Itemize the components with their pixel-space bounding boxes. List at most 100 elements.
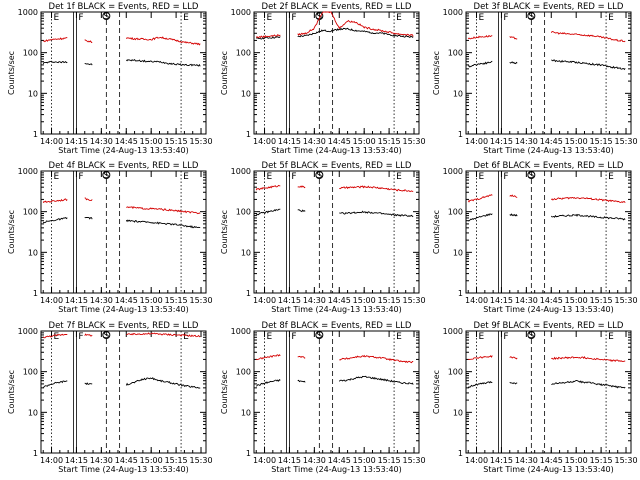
y-axis-label: Counts/sec — [220, 210, 229, 254]
x-tick-label: 14:15 — [278, 137, 301, 146]
y-tick-label: 1000 — [18, 8, 38, 17]
plot-frame — [40, 330, 207, 454]
flare-marker-label: F — [78, 332, 83, 342]
y-tick-label: 1 — [33, 289, 38, 298]
x-tick-label: 15:15 — [590, 296, 613, 305]
lld-series-line — [467, 31, 626, 43]
y-axis-label: Counts/sec — [7, 51, 16, 95]
panel-3: Det 3f BLACK = Events, RED = LLD 1 10 100 10… — [432, 2, 638, 155]
eclipse-marker-label: E — [54, 13, 60, 23]
saa-marker-label: S — [528, 171, 534, 181]
panel-title: Det 6f BLACK = Events, RED = LLD — [474, 161, 624, 171]
x-tick-label: 15:30 — [614, 296, 637, 305]
flare-marker-label: F — [291, 332, 296, 342]
x-tick-label: 15:15 — [378, 456, 401, 465]
x-tick-label: 15:15 — [590, 137, 613, 146]
plot-frame — [253, 330, 420, 454]
x-tick-label: 14:15 — [65, 456, 88, 465]
lld-series-line — [255, 354, 414, 364]
y-tick-label: 1 — [246, 130, 251, 139]
eclipse-marker-label: E — [267, 332, 273, 342]
plot-frame — [40, 11, 207, 135]
x-axis-label: Start Time (24-Aug-13 13:53:40) — [483, 146, 614, 155]
eclipse-marker-label: E — [396, 13, 402, 23]
y-tick-label: 1 — [458, 289, 463, 298]
x-tick-label: 14:45 — [540, 137, 563, 146]
y-tick-label: 1000 — [443, 167, 463, 176]
x-tick-label: 15:15 — [165, 296, 188, 305]
x-tick-label: 14:00 — [40, 456, 63, 465]
y-tick-label: 10 — [453, 89, 463, 98]
x-tick-label: 15:00 — [565, 137, 588, 146]
x-tick-label: 14:30 — [90, 296, 113, 305]
y-tick-label: 1 — [33, 449, 38, 458]
events-series-line — [42, 58, 201, 67]
x-tick-label: 14:45 — [540, 296, 563, 305]
saa-marker-label: S — [528, 12, 534, 22]
eclipse-marker-label: E — [54, 172, 60, 182]
saa-marker-label: S — [103, 171, 109, 181]
x-tick-label: 14:00 — [40, 137, 63, 146]
y-tick-label: 1000 — [443, 8, 463, 17]
x-tick-label: 14:30 — [90, 137, 113, 146]
eclipse-marker-label: E — [267, 172, 273, 182]
panel-6: Det 6f BLACK = Events, RED = LLD 1 10 100 10… — [432, 161, 638, 314]
x-tick-label: 14:30 — [303, 456, 326, 465]
saa-marker-icon — [102, 171, 111, 179]
x-tick-label: 14:45 — [540, 456, 563, 465]
saa-marker-icon — [102, 331, 111, 339]
events-series-line — [467, 380, 626, 389]
x-tick-label: 14:00 — [40, 296, 63, 305]
x-tick-label: 15:30 — [402, 296, 425, 305]
eclipse-marker-label: E — [608, 13, 614, 23]
y-tick-label: 1 — [33, 130, 38, 139]
x-tick-label: 14:30 — [515, 137, 538, 146]
x-tick-label: 14:45 — [115, 456, 138, 465]
flare-marker-label: F — [503, 13, 508, 23]
eclipse-marker-label: E — [396, 332, 402, 342]
x-tick-label: 15:30 — [189, 296, 212, 305]
flare-marker-label: F — [503, 332, 508, 342]
y-tick-label: 100 — [23, 208, 38, 217]
x-tick-label: 14:15 — [278, 296, 301, 305]
eclipse-marker-label: E — [183, 172, 189, 182]
panel-title: Det 2f BLACK = Events, RED = LLD — [262, 2, 412, 12]
saa-marker-icon — [102, 12, 111, 20]
x-tick-label: 15:30 — [189, 137, 212, 146]
x-tick-label: 15:15 — [378, 296, 401, 305]
y-tick-label: 1000 — [443, 327, 463, 336]
x-tick-label: 15:30 — [614, 456, 637, 465]
x-tick-label: 14:30 — [303, 137, 326, 146]
y-axis-label: Counts/sec — [220, 51, 229, 95]
x-axis-label: Start Time (24-Aug-13 13:53:40) — [271, 146, 402, 155]
x-tick-label: 14:15 — [490, 137, 513, 146]
x-tick-label: 15:15 — [165, 137, 188, 146]
saa-marker-icon — [315, 171, 324, 179]
flare-marker-label: F — [291, 13, 296, 23]
lld-series-line — [255, 184, 414, 192]
y-tick-label: 10 — [453, 248, 463, 257]
saa-marker-label: S — [316, 171, 322, 181]
panel-title: Det 3f BLACK = Events, RED = LLD — [474, 2, 624, 12]
x-tick-label: 14:30 — [515, 456, 538, 465]
x-tick-label: 14:15 — [65, 296, 88, 305]
y-tick-label: 1000 — [18, 167, 38, 176]
x-tick-label: 14:00 — [465, 296, 488, 305]
y-tick-label: 1000 — [231, 167, 251, 176]
x-tick-label: 14:00 — [253, 456, 276, 465]
y-tick-label: 1 — [246, 289, 251, 298]
y-tick-label: 10 — [241, 408, 251, 417]
x-tick-label: 14:45 — [328, 456, 351, 465]
x-tick-label: 15:00 — [140, 137, 163, 146]
panel-4: Det 4f BLACK = Events, RED = LLD 1 10 100 10… — [7, 161, 213, 314]
x-tick-label: 14:15 — [65, 137, 88, 146]
x-tick-label: 15:30 — [189, 456, 212, 465]
y-tick-label: 100 — [448, 368, 463, 377]
flare-marker-label: F — [78, 172, 83, 182]
x-axis-label: Start Time (24-Aug-13 13:53:40) — [483, 465, 614, 474]
y-tick-label: 100 — [23, 368, 38, 377]
x-axis-label: Start Time (24-Aug-13 13:53:40) — [483, 305, 614, 314]
panel-title: Det 7f BLACK = Events, RED = LLD — [49, 321, 199, 331]
plot-frame — [253, 170, 420, 294]
